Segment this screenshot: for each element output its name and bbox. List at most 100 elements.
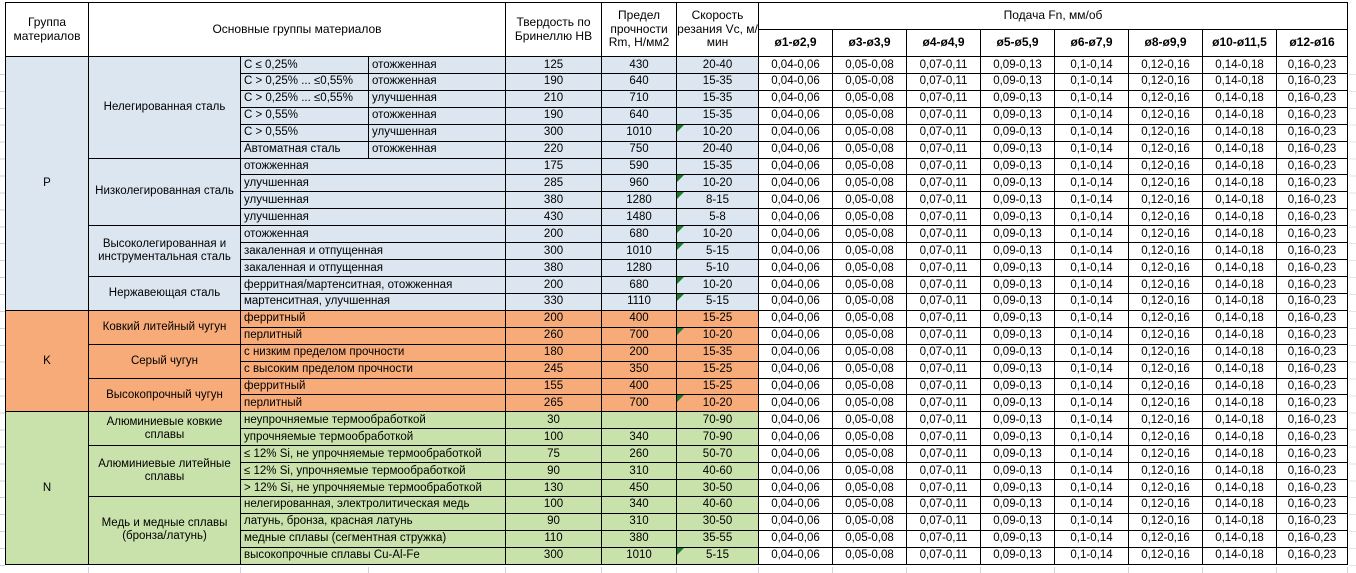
- feed-value-cell[interactable]: 0,16-0,23: [1276, 411, 1348, 430]
- feed-value-cell[interactable]: 0,07-0,11: [906, 242, 982, 261]
- feed-value-cell[interactable]: 0,14-0,18: [1202, 157, 1278, 176]
- feed-value-cell[interactable]: 0,04-0,06: [758, 140, 834, 159]
- hardness-cell[interactable]: 200: [505, 309, 603, 328]
- material-cell[interactable]: ≤ 12% Si, не упрочняемые термообработкой: [239, 445, 507, 464]
- feed-value-cell[interactable]: 0,1-0,14: [1054, 495, 1130, 514]
- feed-value-cell[interactable]: 0,05-0,08: [832, 191, 908, 210]
- feed-value-cell[interactable]: 0,05-0,08: [832, 140, 908, 159]
- material-state-cell[interactable]: отожженная: [367, 140, 507, 159]
- feed-value-cell[interactable]: 0,14-0,18: [1202, 428, 1278, 447]
- strength-cell[interactable]: 680: [601, 275, 678, 294]
- hardness-cell[interactable]: 260: [505, 326, 603, 345]
- feed-value-cell[interactable]: 0,1-0,14: [1054, 259, 1130, 277]
- hardness-cell[interactable]: 130: [505, 479, 603, 497]
- material-state-cell[interactable]: отожженная: [367, 106, 507, 125]
- feed-value-cell[interactable]: 0,09-0,13: [980, 208, 1056, 227]
- feed-value-cell[interactable]: 0,07-0,11: [906, 326, 982, 345]
- feed-value-cell[interactable]: 0,14-0,18: [1202, 292, 1278, 311]
- feed-value-cell[interactable]: 0,12-0,16: [1128, 174, 1204, 193]
- feed-value-cell[interactable]: 0,05-0,08: [832, 292, 908, 311]
- material-cell[interactable]: закаленная и отпущенная: [239, 242, 507, 261]
- material-cell[interactable]: улучшенная: [239, 208, 507, 227]
- feed-value-cell[interactable]: 0,14-0,18: [1202, 529, 1278, 548]
- feed-value-cell[interactable]: 0,12-0,16: [1128, 208, 1204, 227]
- feed-value-cell[interactable]: 0,14-0,18: [1202, 394, 1278, 413]
- hardness-cell[interactable]: 125: [505, 56, 603, 74]
- feed-value-cell[interactable]: 0,14-0,18: [1202, 445, 1278, 464]
- material-cell[interactable]: закаленная и отпущенная: [239, 259, 507, 277]
- feed-value-cell[interactable]: 0,16-0,23: [1276, 208, 1348, 227]
- feed-value-cell[interactable]: 0,16-0,23: [1276, 259, 1348, 277]
- feed-value-cell[interactable]: 0,1-0,14: [1054, 512, 1130, 531]
- material-cell[interactable]: ферритная/мартенситная, отожженная: [239, 275, 507, 294]
- material-subgroup-cell[interactable]: Высокопрочный чугун: [88, 377, 241, 413]
- feed-value-cell[interactable]: 0,16-0,23: [1276, 242, 1348, 261]
- feed-value-cell[interactable]: 0,04-0,06: [758, 495, 834, 514]
- feed-value-cell[interactable]: 0,12-0,16: [1128, 225, 1204, 244]
- feed-value-cell[interactable]: 0,1-0,14: [1054, 157, 1130, 176]
- material-cell[interactable]: C > 0,25% ... ≤0,55%: [240, 89, 369, 108]
- feed-value-cell[interactable]: 0,05-0,08: [832, 72, 908, 91]
- feed-value-cell[interactable]: 0,12-0,16: [1128, 89, 1204, 108]
- feed-value-cell[interactable]: 0,1-0,14: [1054, 360, 1130, 379]
- header-feed-diameter[interactable]: ø5-ø5,9: [980, 29, 1056, 57]
- feed-value-cell[interactable]: 0,1-0,14: [1054, 309, 1130, 328]
- group-code-cell[interactable]: N: [5, 411, 89, 565]
- feed-value-cell[interactable]: 0,12-0,16: [1128, 106, 1204, 125]
- feed-value-cell[interactable]: 0,05-0,08: [832, 377, 908, 396]
- feed-value-cell[interactable]: 0,04-0,06: [758, 445, 834, 464]
- header-feed-diameter[interactable]: ø12-ø16: [1276, 29, 1348, 57]
- strength-cell[interactable]: 310: [601, 512, 678, 531]
- hardness-cell[interactable]: 90: [505, 512, 603, 531]
- cutting-speed-cell[interactable]: 20-40: [676, 56, 760, 74]
- hardness-cell[interactable]: 200: [505, 225, 603, 244]
- feed-value-cell[interactable]: 0,09-0,13: [980, 157, 1056, 176]
- feed-value-cell[interactable]: 0,1-0,14: [1054, 462, 1130, 481]
- feed-value-cell[interactable]: 0,16-0,23: [1276, 326, 1348, 345]
- cutting-speed-cell[interactable]: 10-20: [676, 275, 760, 294]
- material-subgroup-cell[interactable]: Медь и медные сплавы (бронза/латунь): [88, 495, 241, 565]
- feed-value-cell[interactable]: 0,04-0,06: [758, 394, 834, 413]
- feed-value-cell[interactable]: 0,14-0,18: [1202, 208, 1278, 227]
- material-subgroup-cell[interactable]: Нержавеющая сталь: [88, 275, 241, 311]
- feed-value-cell[interactable]: 0,05-0,08: [832, 89, 908, 108]
- feed-value-cell[interactable]: 0,07-0,11: [906, 428, 982, 447]
- feed-value-cell[interactable]: 0,12-0,16: [1128, 343, 1204, 362]
- feed-value-cell[interactable]: 0,14-0,18: [1202, 360, 1278, 379]
- cutting-speed-cell[interactable]: 70-90: [676, 428, 760, 447]
- feed-value-cell[interactable]: 0,12-0,16: [1128, 529, 1204, 548]
- feed-value-cell[interactable]: 0,16-0,23: [1276, 140, 1348, 159]
- feed-value-cell[interactable]: 0,14-0,18: [1202, 326, 1278, 345]
- feed-value-cell[interactable]: 0,07-0,11: [906, 411, 982, 430]
- feed-value-cell[interactable]: 0,07-0,11: [906, 529, 982, 548]
- hardness-cell[interactable]: 100: [505, 495, 603, 514]
- strength-cell[interactable]: 680: [601, 225, 678, 244]
- feed-value-cell[interactable]: 0,12-0,16: [1128, 56, 1204, 74]
- feed-value-cell[interactable]: 0,1-0,14: [1054, 72, 1130, 91]
- strength-cell[interactable]: 350: [601, 360, 678, 379]
- material-cell[interactable]: ≤ 12% Si, упрочняемые термообработкой: [239, 462, 507, 481]
- group-code-cell[interactable]: P: [5, 56, 89, 311]
- feed-value-cell[interactable]: 0,07-0,11: [906, 462, 982, 481]
- feed-value-cell[interactable]: 0,12-0,16: [1128, 309, 1204, 328]
- feed-value-cell[interactable]: 0,14-0,18: [1202, 512, 1278, 531]
- feed-value-cell[interactable]: 0,09-0,13: [980, 546, 1056, 565]
- feed-value-cell[interactable]: 0,07-0,11: [906, 343, 982, 362]
- feed-value-cell[interactable]: 0,1-0,14: [1054, 208, 1130, 227]
- feed-value-cell[interactable]: 0,07-0,11: [906, 140, 982, 159]
- feed-value-cell[interactable]: 0,16-0,23: [1276, 157, 1348, 176]
- feed-value-cell[interactable]: 0,04-0,06: [758, 225, 834, 244]
- feed-value-cell[interactable]: 0,04-0,06: [758, 89, 834, 108]
- material-cell[interactable]: латунь, бронза, красная латунь: [239, 512, 507, 531]
- cutting-speed-cell[interactable]: 70-90: [676, 411, 760, 430]
- feed-value-cell[interactable]: 0,04-0,06: [758, 428, 834, 447]
- feed-value-cell[interactable]: 0,14-0,18: [1202, 191, 1278, 210]
- feed-value-cell[interactable]: 0,1-0,14: [1054, 89, 1130, 108]
- cutting-speed-cell[interactable]: 5-15: [676, 242, 760, 261]
- feed-value-cell[interactable]: 0,04-0,06: [758, 275, 834, 294]
- material-cell[interactable]: неупрочняемые термообработкой: [239, 411, 507, 430]
- feed-value-cell[interactable]: 0,09-0,13: [980, 106, 1056, 125]
- hardness-cell[interactable]: 300: [505, 546, 603, 565]
- strength-cell[interactable]: 1010: [601, 123, 678, 142]
- header-feed-diameter[interactable]: ø3-ø3,9: [832, 29, 908, 57]
